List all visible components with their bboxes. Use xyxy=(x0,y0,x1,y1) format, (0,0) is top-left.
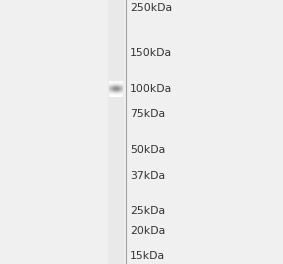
Text: 50kDa: 50kDa xyxy=(130,145,166,155)
Text: 100kDa: 100kDa xyxy=(130,84,172,94)
Text: 37kDa: 37kDa xyxy=(130,171,165,181)
Text: 20kDa: 20kDa xyxy=(130,226,166,236)
Bar xyxy=(108,0,124,264)
Text: 75kDa: 75kDa xyxy=(130,109,165,119)
Text: 25kDa: 25kDa xyxy=(130,206,165,216)
Text: 15kDa: 15kDa xyxy=(130,251,165,261)
Text: 150kDa: 150kDa xyxy=(130,48,172,58)
Text: 250kDa: 250kDa xyxy=(130,3,172,13)
